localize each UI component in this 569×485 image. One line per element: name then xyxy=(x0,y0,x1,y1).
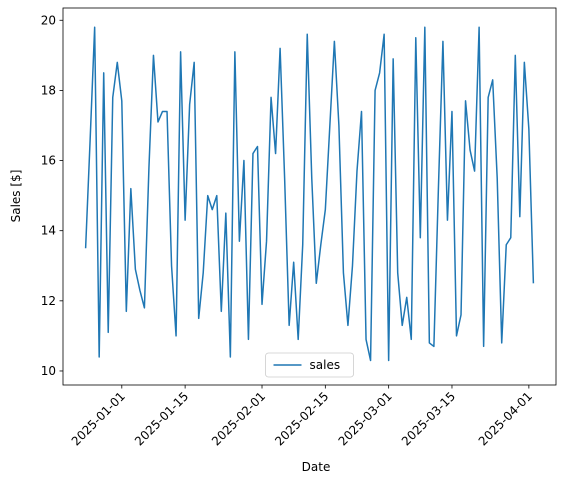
x-axis-label: Date xyxy=(302,460,331,474)
axes-frame xyxy=(62,7,557,386)
y-tick-label: 20 xyxy=(41,13,56,27)
y-axis-label: Sales [$] xyxy=(9,170,23,223)
y-tick-label: 12 xyxy=(41,294,56,308)
y-tick-label: 18 xyxy=(41,83,56,97)
legend-label: sales xyxy=(310,358,341,372)
y-tick-label: 10 xyxy=(41,364,56,378)
y-tick-label: 16 xyxy=(41,154,56,168)
y-tick-label: 14 xyxy=(41,224,56,238)
line xyxy=(84,26,535,362)
legend-box xyxy=(265,352,354,378)
